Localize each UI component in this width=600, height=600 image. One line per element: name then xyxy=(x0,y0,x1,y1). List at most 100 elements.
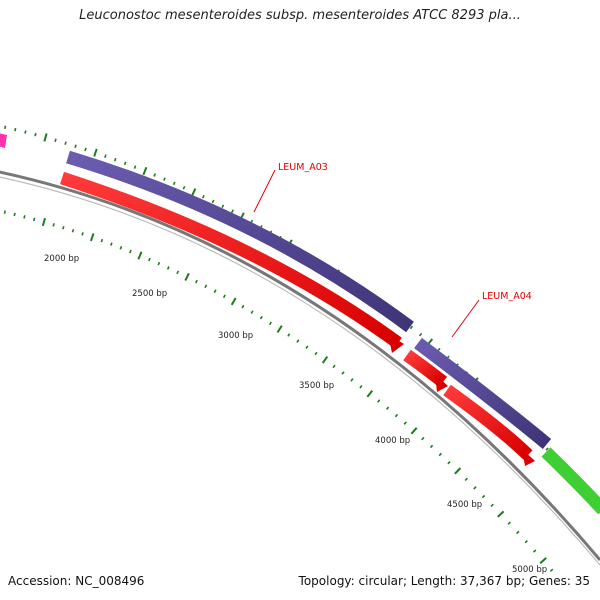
inner-tick-mark xyxy=(507,521,511,525)
inner-tick-mark xyxy=(481,494,486,499)
inner-tick-mark xyxy=(305,345,309,349)
inner-tick-mark xyxy=(549,568,554,572)
outer-tick-mark xyxy=(545,447,549,451)
inner-tick-mark xyxy=(23,215,26,219)
gene-band-leum-a04 xyxy=(414,337,552,450)
inner-tick-mark xyxy=(429,444,434,449)
arrowhead-leum-a04a xyxy=(435,374,448,392)
inner-tick-mark xyxy=(464,477,468,482)
arrowhead-leum-a03 xyxy=(388,334,404,353)
inner-tick-mark xyxy=(222,294,226,299)
inner-tick-mark xyxy=(166,266,170,270)
outer-tick-mark xyxy=(172,181,176,186)
tick-label-3500: 3500 bp xyxy=(299,381,334,391)
inner-tick-mark xyxy=(341,371,345,375)
inner-tick-mark xyxy=(137,251,143,260)
callout-leum-a04 xyxy=(451,299,480,338)
outer-tick-mark xyxy=(93,148,98,157)
inner-tick-mark xyxy=(13,212,16,217)
outer-tick-mark xyxy=(34,132,37,137)
inner-tick-mark xyxy=(321,356,329,364)
inner-tick-mark xyxy=(71,228,75,233)
inner-tick-mark xyxy=(377,399,381,403)
topology-summary: Topology: circular; Length: 37,367 bp; G… xyxy=(298,574,590,588)
inner-tick-mark xyxy=(287,333,291,337)
tick-label-4000: 4000 bp xyxy=(375,436,410,446)
inner-tick-mark xyxy=(52,223,55,227)
inner-tick-mark xyxy=(81,232,84,236)
outer-tick-mark xyxy=(24,130,27,134)
inner-tick-mark xyxy=(532,549,537,553)
inner-tick-mark xyxy=(524,540,528,544)
inner-tick-mark xyxy=(213,289,217,294)
outer-tick-mark xyxy=(64,141,67,145)
inner-tick-mark xyxy=(259,315,263,320)
inner-tick-mark xyxy=(3,210,6,214)
inner-tick-mark xyxy=(250,310,254,314)
outer-tick-mark xyxy=(113,157,117,162)
map-title: Leuconostoc mesenteroides subsp. mesente… xyxy=(79,8,521,23)
outer-tick-mark xyxy=(123,161,127,166)
inner-tick-mark xyxy=(176,270,180,275)
inner-tick-mark xyxy=(89,233,95,242)
pink-feature xyxy=(0,133,7,148)
outer-tick-mark xyxy=(409,325,414,330)
inner-tick-mark xyxy=(403,421,407,425)
outer-tick-mark xyxy=(142,166,148,176)
inner-tick-mark xyxy=(410,427,418,435)
outer-tick-mark xyxy=(74,144,77,149)
outer-tick-mark xyxy=(14,127,17,132)
gene-arrow-leum-a04b xyxy=(443,384,533,460)
inner-tick-mark xyxy=(129,249,132,254)
inner-tick-mark xyxy=(62,225,65,230)
inner-tick-mark xyxy=(157,261,161,266)
inner-tick-mark xyxy=(33,217,36,222)
inner-tick-mark xyxy=(385,406,390,410)
inner-tick-mark xyxy=(359,385,363,389)
tick-label-4500: 4500 bp xyxy=(447,500,482,510)
inner-tick-mark xyxy=(490,503,494,507)
inner-tick-mark xyxy=(350,378,354,382)
inner-tick-mark xyxy=(204,284,208,289)
tick-label-2500: 2500 bp xyxy=(132,289,167,299)
inner-tick-mark xyxy=(241,304,245,309)
inner-tick-mark xyxy=(184,272,190,281)
gene-band-leum-a03 xyxy=(66,150,414,333)
tick-label-2000: 2000 bp xyxy=(44,254,79,264)
outer-tick-mark xyxy=(104,154,107,158)
outer-tick-mark xyxy=(54,138,57,143)
outer-tick-mark xyxy=(201,194,205,199)
inner-tick-mark xyxy=(314,351,318,356)
outer-tick-mark xyxy=(43,133,48,142)
inner-tick-mark xyxy=(539,557,547,564)
inner-tick-mark xyxy=(332,364,336,369)
inner-tick-mark xyxy=(119,246,123,250)
outer-tick-mark xyxy=(211,199,215,204)
outer-tick-mark xyxy=(163,177,166,181)
outer-tick-mark xyxy=(182,185,186,190)
inner-tick-mark xyxy=(394,413,399,418)
inner-tick-mark xyxy=(454,467,462,475)
accession-label: Accession: NC_008496 xyxy=(8,574,145,588)
callout-leum-a03 xyxy=(253,169,276,213)
outer-tick-mark xyxy=(4,125,7,129)
inner-tick-mark xyxy=(110,242,113,246)
gene-arrow-leum-a03 xyxy=(60,171,402,349)
inner-tick-mark xyxy=(296,339,300,343)
inner-tick-mark xyxy=(148,257,151,262)
inner-tick-mark xyxy=(41,217,46,227)
outer-tick-mark xyxy=(191,188,197,197)
inner-tick-mark xyxy=(516,530,520,535)
inner-tick-mark xyxy=(100,238,104,243)
outer-tick-mark xyxy=(418,332,423,337)
inner-tick-mark xyxy=(230,297,237,306)
arrowhead-leum-a04b xyxy=(522,449,535,466)
inner-tick-mark xyxy=(268,321,272,326)
tick-label-3000: 3000 bp xyxy=(218,331,253,341)
outer-tick-mark xyxy=(84,147,87,152)
inner-tick-mark xyxy=(497,510,505,518)
gene-label-leum-a03: LEUM_A03 xyxy=(278,162,328,173)
outer-tick-mark xyxy=(133,165,137,169)
inner-tick-mark xyxy=(194,279,198,284)
